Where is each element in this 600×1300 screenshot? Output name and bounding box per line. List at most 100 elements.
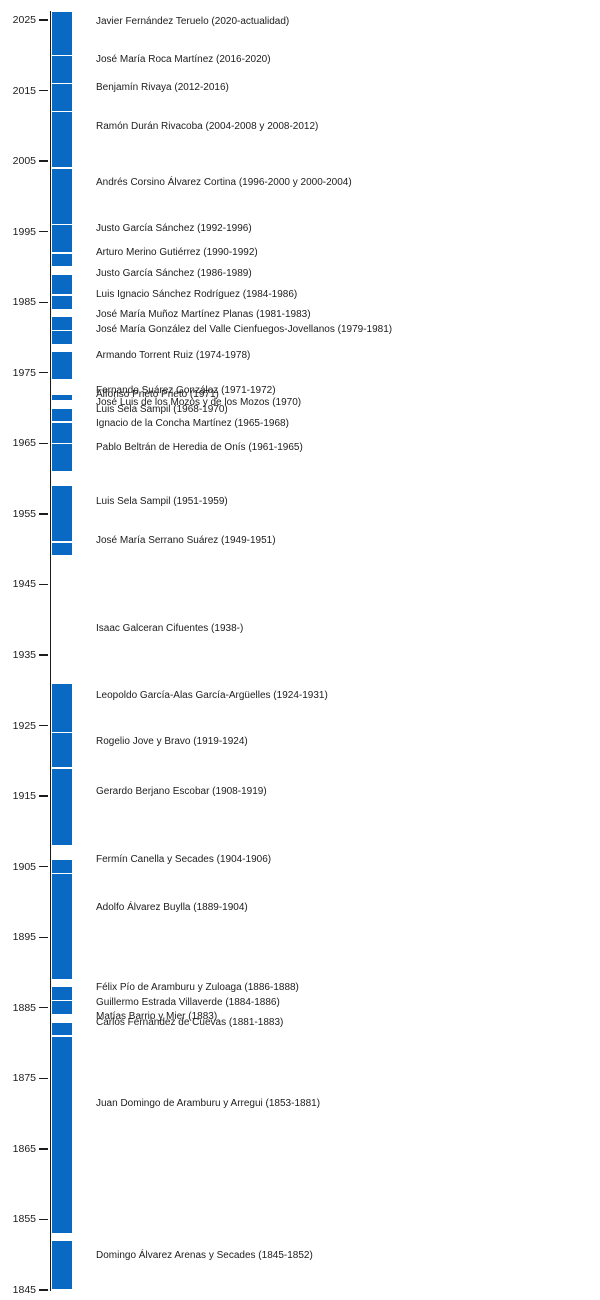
person-label: Guillermo Estrada Villaverde (1884-1886) [96,996,280,1008]
person-label: Leopoldo García-Alas García-Argüelles (1… [96,690,328,701]
year-tick-label: 1965 [12,437,36,450]
term-bar-segment [52,860,72,873]
term-bar-segment [52,874,72,979]
year-tick-label: 1925 [12,719,36,732]
term-bar-segment [52,331,72,344]
year-tick-label: 1985 [12,295,36,308]
year-tick-label: 1955 [12,507,36,520]
term-bar-segment [52,112,72,168]
year-tick-mark [39,230,48,233]
term-bar-segment [52,253,72,267]
person-label: Luis Sela Sampil (1968-1970) [96,403,228,415]
term-bar-segment [52,317,72,330]
year-tick-label: 2005 [12,154,36,167]
term-bar-segment [52,768,72,845]
year-tick-mark [39,583,48,586]
person-label: Rogelio Jove y Bravo (1919-1924) [96,736,248,747]
person-label: Andrés Corsino Álvarez Cortina (1996-200… [96,177,352,188]
person-label: Justo García Sánchez (1986-1989) [96,267,252,279]
person-label: Ignacio de la Concha Martínez (1965-1968… [96,418,289,429]
term-bar-segment [52,444,72,471]
person-label: Fermín Canella y Secades (1904-1906) [96,854,272,865]
year-tick-mark [39,795,48,797]
person-label: Matías Barrio y Mier (1883) [96,1011,218,1022]
person-label: Ramón Durán Rivacoba (2004-2008 y 2008-2… [96,120,319,132]
year-tick-mark [39,1289,48,1291]
person-label: Carlos Fernández de Cuevas (1881-1883) [96,1016,284,1028]
year-tick-mark [39,513,48,515]
year-tick-mark [39,724,48,727]
year-tick-mark [39,442,48,445]
person-label: Isaac Galceran Cifuentes (1938-) [96,623,244,634]
person-label: Javier Fernández Teruelo (2020-actualida… [96,15,290,27]
term-bar-segment [52,486,72,542]
year-tick-label: 1845 [12,1283,36,1296]
person-label: Justo García Sánchez (1992-1996) [96,223,252,234]
term-bar-segment [52,408,72,422]
term-bar-segment [52,1036,72,1233]
term-bar-segment [52,274,72,295]
term-bar-segment [52,168,72,224]
year-tick-mark [39,1148,48,1150]
year-tick-label: 2025 [12,13,36,26]
year-tick-label: 1875 [12,1072,36,1085]
person-label: Gerardo Berjano Escobar (1908-1919) [96,785,267,797]
year-tick-mark [39,1077,48,1080]
term-bar-segment [52,542,72,556]
person-label: Juan Domingo de Aramburu y Arregui (1853… [96,1097,321,1109]
year-tick-label: 1915 [12,789,36,802]
year-tick-label: 1975 [12,366,36,379]
year-tick-mark [39,936,48,938]
y-axis-line [49,11,51,1291]
person-label: Félix Pío de Aramburu y Zuloaga (1886-18… [96,981,299,993]
year-tick-label: 1905 [12,860,36,873]
term-bar-segment [52,987,72,1000]
year-tick-mark [39,19,48,21]
person-label: José María Serrano Suárez (1949-1951) [96,534,276,546]
person-label: José María Muñoz Martínez Planas (1981-1… [96,308,311,320]
term-bar-segment [52,295,72,309]
year-tick-mark [39,160,48,162]
term-bar-segment [52,1241,72,1290]
term-bar-segment [52,1001,72,1015]
year-tick-mark [39,865,48,868]
year-tick-mark [39,301,48,303]
person-label: Adolfo Álvarez Buylla (1889-1904) [96,901,248,913]
year-tick-mark [39,89,48,92]
term-bar-segment [52,683,72,732]
person-label: José María Roca Martínez (2016-2020) [96,53,271,65]
term-bar-segment [52,12,72,55]
year-tick-label: 1995 [12,225,36,238]
year-tick-label: 1865 [12,1142,36,1155]
person-label: Arturo Merino Gutiérrez (1990-1992) [96,246,258,258]
term-bar-segment [52,422,72,443]
term-bar-segment [52,84,72,111]
person-label: Luis Ignacio Sánchez Rodríguez (1984-198… [96,288,298,300]
year-tick-label: 1855 [12,1213,36,1226]
year-tick-mark [39,1218,48,1221]
year-tick-label: 1885 [12,1001,36,1014]
person-label: Fernando Suárez González (1971-1972) [96,385,276,396]
term-bar-segment [52,733,72,768]
term-bar-segment [52,1022,72,1036]
person-label: José Luis de los Mozos y de los Mozos (1… [96,397,302,408]
term-bar-segment [52,352,72,380]
person-label: Armando Torrent Ruiz (1974-1978) [96,349,251,361]
person-label: Benjamín Rivaya (2012-2016) [96,81,229,93]
year-tick-label: 2015 [12,84,36,97]
year-tick-label: 1935 [12,648,36,661]
person-label: José María González del Valle Cienfuegos… [96,324,393,335]
year-tick-mark [39,1007,48,1009]
person-label: Alfonso Prieto Prieto (1971) [96,389,219,400]
person-label: Luis Sela Sampil (1951-1959) [96,495,228,507]
person-label: Domingo Álvarez Arenas y Secades (1845-1… [96,1249,313,1261]
year-tick-label: 1895 [12,930,36,943]
term-bar-segment [52,225,72,253]
person-label: Pablo Beltrán de Heredia de Onís (1961-1… [96,441,303,453]
year-tick-mark [39,372,48,374]
term-bar-segment [52,56,72,83]
term-bar-segment [52,394,72,401]
year-tick-label: 1945 [12,578,36,591]
year-tick-mark [39,654,48,656]
